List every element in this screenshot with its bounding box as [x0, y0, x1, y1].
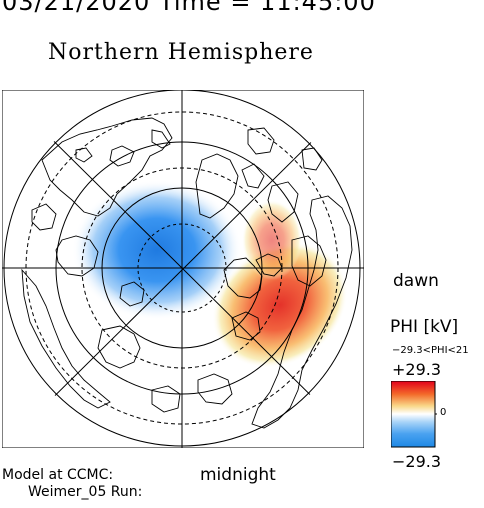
coastlines — [21, 117, 353, 429]
colorbar-mid-label: 0 — [440, 407, 447, 418]
colorbar — [391, 381, 437, 448]
datetime-title: 03/21/2020 Time = 11:45:00 — [2, 0, 376, 16]
run-label: Weimer_05 Run: — [28, 484, 143, 500]
midnight-label: midnight — [200, 465, 276, 485]
dawn-label: dawn — [393, 271, 439, 291]
polar-map — [2, 90, 364, 448]
hemisphere-title: Northern Hemisphere — [48, 40, 314, 65]
colorbar-title: PHI [kV] — [390, 317, 459, 337]
colorbar-min-label: −29.3 — [392, 452, 442, 471]
colorbar-max-label: +29.3 — [392, 360, 442, 379]
model-label: Model at CCMC: — [2, 467, 114, 483]
positive-cell — [212, 242, 348, 368]
colorbar-range: −29.3<PHI<21 — [392, 345, 469, 356]
